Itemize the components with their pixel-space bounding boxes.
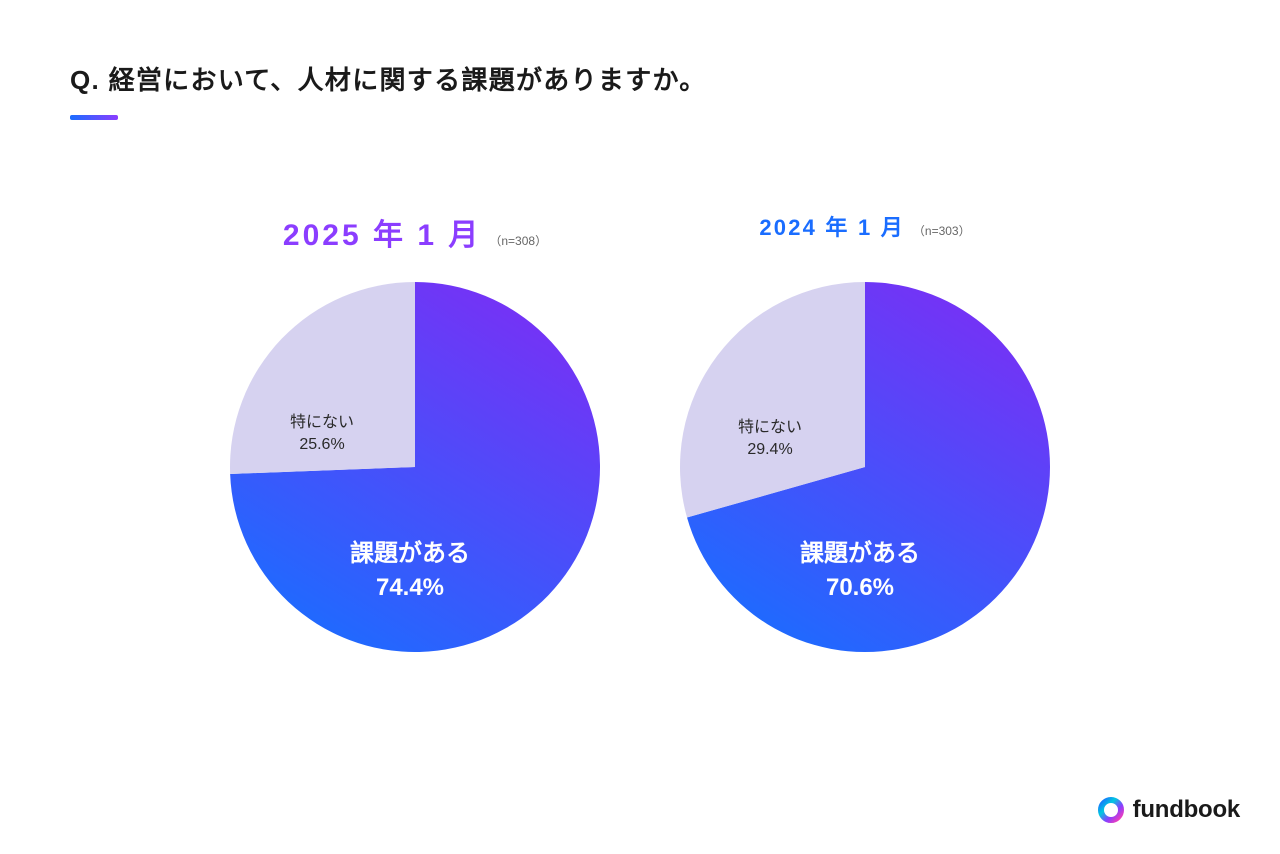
pie-label-major: 課題がある70.6% (800, 537, 920, 604)
chart-sample-size: （n=308） (489, 232, 547, 249)
chart-title: 2024 年 1 月 (759, 210, 905, 242)
pie-label-minor: 特にない25.6% (290, 412, 354, 457)
chart-title: 2025 年 1 月 (283, 210, 481, 254)
chart-title-row: 2024 年 1 月 （n=303） (759, 210, 970, 250)
pie-wrap: 特にない29.4% 課題がある70.6% (680, 282, 1050, 652)
chart-sample-size: （n=303） (913, 222, 971, 239)
charts-container: 2025 年 1 月（n=308） 特にない25.6%課題がある74.4%202… (70, 210, 1210, 652)
logo-text: fundbook (1133, 796, 1240, 824)
title-underline (70, 115, 118, 120)
pie-label-major: 課題がある74.4% (350, 537, 470, 604)
chart-title-row: 2025 年 1 月（n=308） (283, 210, 547, 250)
logo-ring-icon (1097, 796, 1125, 824)
pie-wrap: 特にない25.6% 課題がある74.4% (230, 282, 600, 652)
pie-label-minor: 特にない29.4% (738, 417, 802, 462)
pie-chart: 2024 年 1 月 （n=303） 特にない29.4% 課題がある70.6% (680, 210, 1050, 652)
brand-logo: fundbook (1097, 796, 1240, 824)
question-title: Q. 経営において、人材に関する課題がありますか。 (70, 60, 1210, 97)
pie-chart: 2025 年 1 月（n=308） 特にない25.6%課題がある74.4% (230, 210, 600, 652)
